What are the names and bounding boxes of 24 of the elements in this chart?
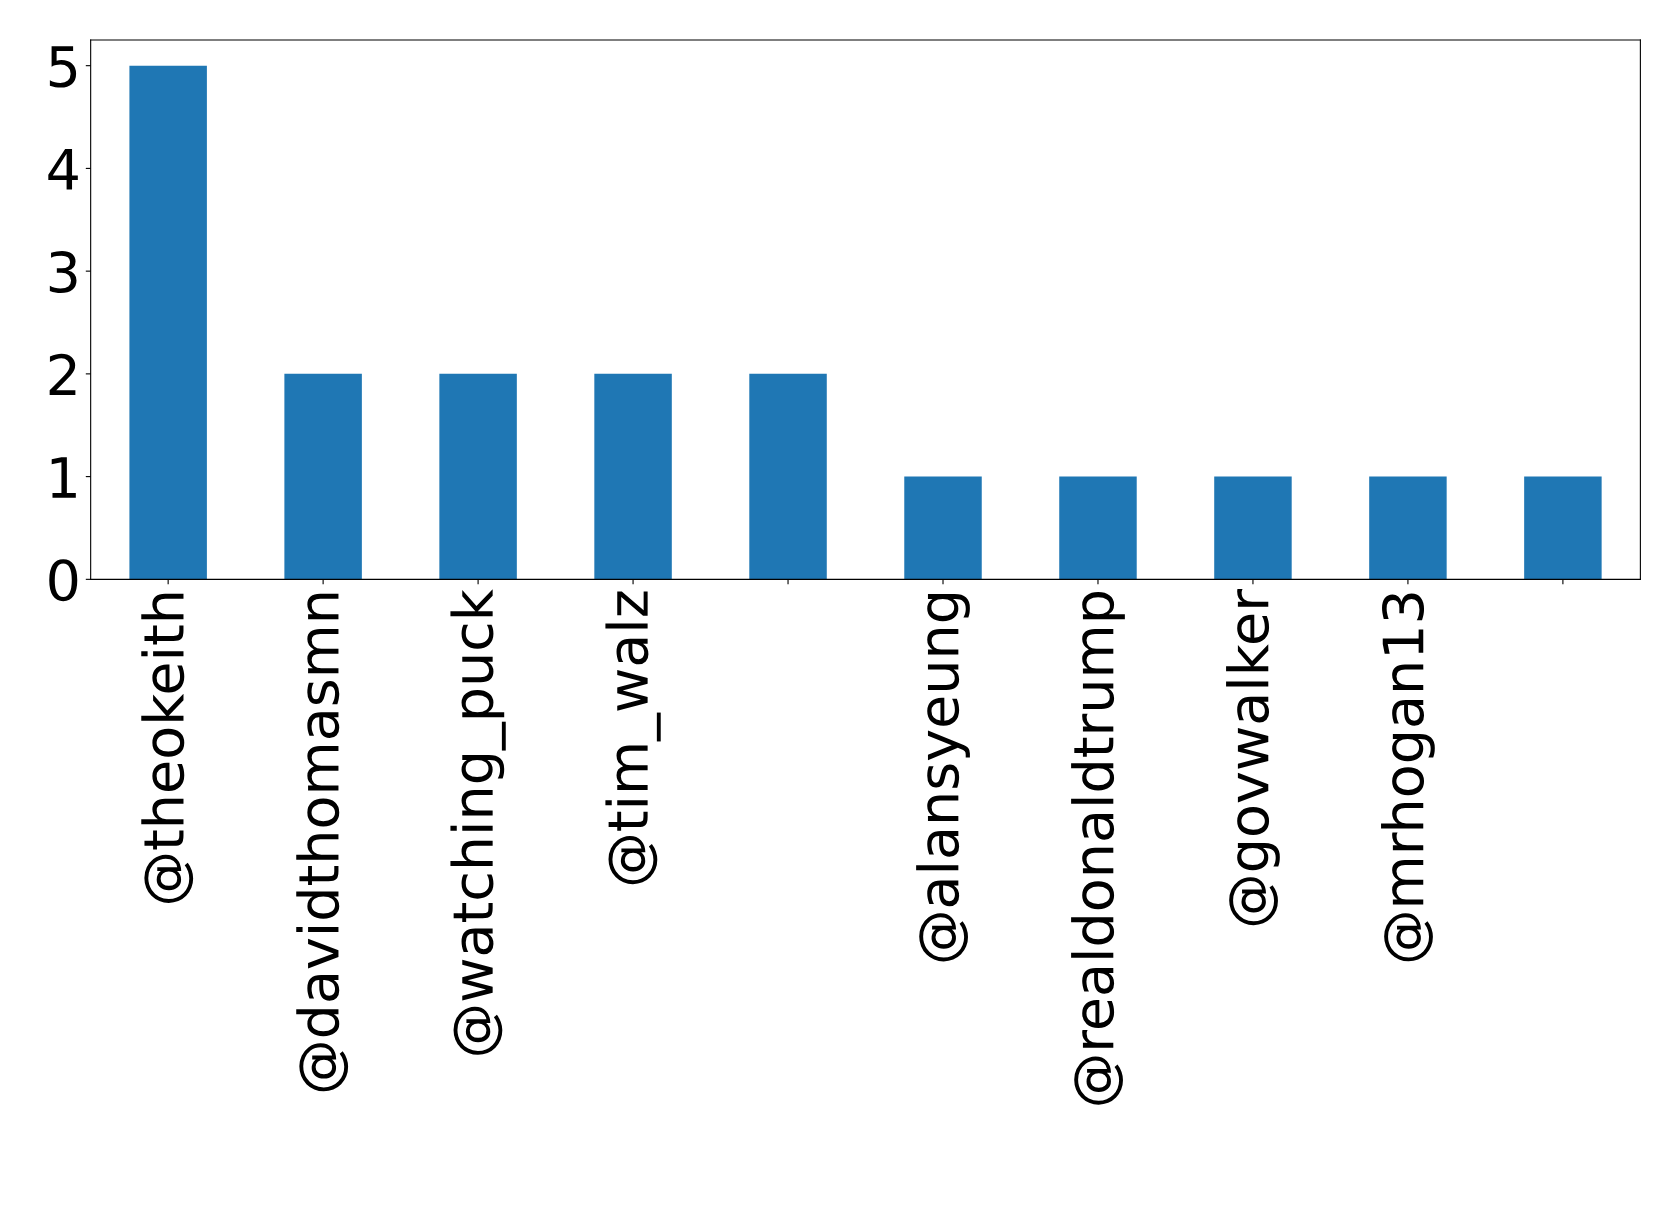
x-tick-label: @govwalker [1226,589,1280,926]
y-tick-label: 1 [51,457,76,498]
y-tick-label: 3 [49,251,77,294]
bar [594,373,672,580]
bar [1214,476,1292,580]
x-tick-label: @tim_walz [605,591,661,885]
bar [904,476,982,580]
x-tick-label: @alansyeung [916,594,970,962]
y-tick-label: 0 [49,559,78,602]
bar [1369,476,1447,580]
bar [129,65,207,580]
x-tick-label: @theokeith [141,593,194,903]
x-tick-label: @realdonaldtrump [1071,592,1125,1105]
y-tick-label: 5 [49,46,77,88]
x-tick-label: @mrhogan13 [1381,593,1435,962]
bar [1524,476,1602,580]
y-tick-label: 2 [49,353,76,395]
x-tick-label: @davidthomasmn [296,593,349,1092]
bar [1059,476,1137,580]
bar [439,373,517,580]
y-tick-label: 4 [48,149,78,190]
bar [749,373,827,580]
bar [284,373,362,580]
x-tick-label: @watching_puck [450,589,506,1055]
